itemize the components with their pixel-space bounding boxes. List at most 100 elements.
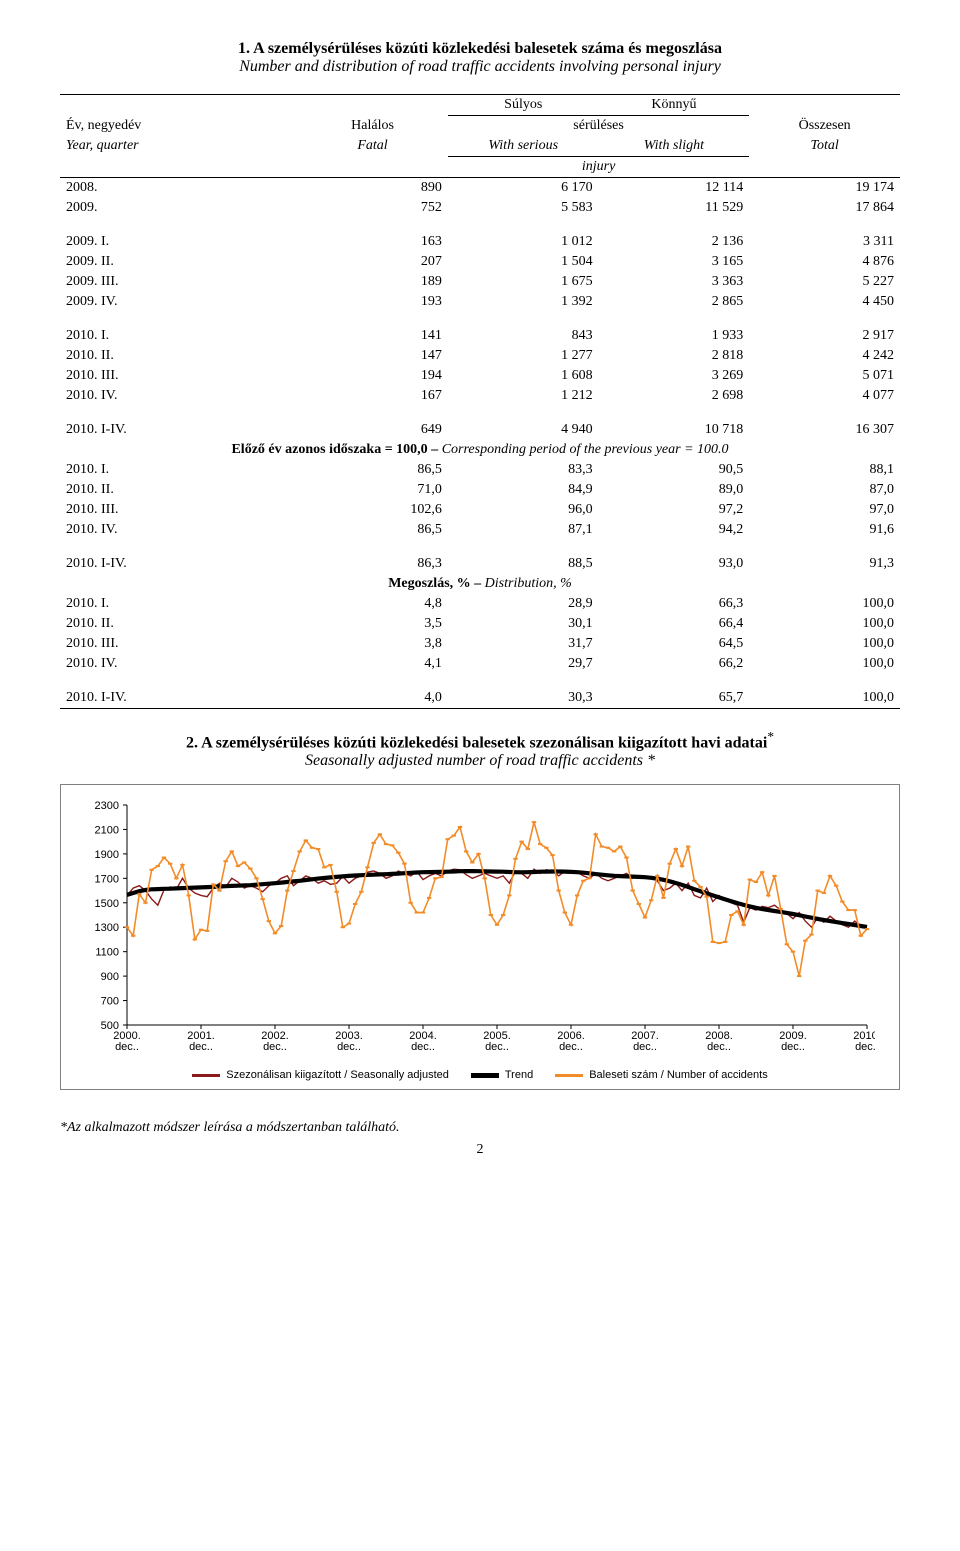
cell-value: 1 277: [448, 346, 599, 366]
cell-value: 94,2: [599, 520, 750, 540]
cell-value: 64,5: [599, 634, 750, 654]
cell-value: 3 363: [599, 272, 750, 292]
cell-value: 87,0: [749, 480, 900, 500]
svg-text:dec..: dec..: [189, 1041, 213, 1053]
title-2: 2. A személysérüléses közúti közlekedési…: [60, 729, 900, 770]
table-row: 2009. IV.1931 3922 8654 450: [60, 292, 900, 312]
cell-value: 66,3: [599, 594, 750, 614]
cell-value: 4,8: [297, 594, 448, 614]
cell-value: 100,0: [749, 614, 900, 634]
cell-value: 65,7: [599, 688, 750, 709]
cell-value: 100,0: [749, 688, 900, 709]
row-label: 2009.: [60, 198, 297, 218]
cell-value: 91,3: [749, 554, 900, 574]
chart-container: 5007009001100130015001700190021002300200…: [60, 784, 900, 1090]
cell-value: 96,0: [448, 500, 599, 520]
cell-value: 89,0: [599, 480, 750, 500]
row-label: 2010. I.: [60, 460, 297, 480]
row-label: 2009. IV.: [60, 292, 297, 312]
page-number: 2: [60, 1142, 900, 1158]
table-row: 2010. III.102,696,097,297,0: [60, 500, 900, 520]
table-row: 2010. IV.4,129,766,2100,0: [60, 654, 900, 674]
cell-value: 10 718: [599, 420, 750, 440]
hdr-konnyu: Könnyű: [599, 95, 750, 116]
title-2-main: 2. A személysérüléses közúti közlekedési…: [186, 734, 767, 751]
cell-value: 1 675: [448, 272, 599, 292]
title-1-sub: Number and distribution of road traffic …: [60, 58, 900, 76]
cell-value: 193: [297, 292, 448, 312]
cell-value: 194: [297, 366, 448, 386]
hdr-injury: injury: [448, 157, 749, 178]
svg-text:dec..: dec..: [263, 1041, 287, 1053]
cell-value: 147: [297, 346, 448, 366]
hdr-ev: Év, negyedév: [60, 116, 297, 137]
legend-item: Trend: [471, 1069, 533, 1081]
accidents-table: Súlyos Könnyű Év, negyedév Halálos sérül…: [60, 94, 900, 709]
cell-value: 1 933: [599, 326, 750, 346]
table-row: 2010. IV.86,587,194,291,6: [60, 520, 900, 540]
table-row: 2010. I.86,583,390,588,1: [60, 460, 900, 480]
cell-value: 6 170: [448, 178, 599, 199]
cell-value: 5 071: [749, 366, 900, 386]
cell-value: 17 864: [749, 198, 900, 218]
cell-value: 4,1: [297, 654, 448, 674]
svg-text:2300: 2300: [95, 800, 119, 812]
cell-value: 100,0: [749, 634, 900, 654]
cell-value: 163: [297, 232, 448, 252]
hdr-year: Year, quarter: [60, 136, 297, 157]
cell-value: 1 212: [448, 386, 599, 406]
row-label: 2010. III.: [60, 500, 297, 520]
cell-value: 2 818: [599, 346, 750, 366]
table-row: 2010. I-IV.4,030,365,7100,0: [60, 688, 900, 709]
cell-value: 4 876: [749, 252, 900, 272]
svg-text:1100: 1100: [95, 947, 119, 959]
title-1: 1. A személysérüléses közúti közlekedési…: [60, 40, 900, 76]
svg-text:dec..: dec..: [781, 1041, 805, 1053]
row-label: 2010. II.: [60, 614, 297, 634]
table-row: 2010. III.1941 6083 2695 071: [60, 366, 900, 386]
cell-value: 100,0: [749, 594, 900, 614]
cell-value: 167: [297, 386, 448, 406]
cell-value: 30,3: [448, 688, 599, 709]
svg-text:dec..: dec..: [707, 1041, 731, 1053]
cell-value: 30,1: [448, 614, 599, 634]
svg-text:dec..: dec..: [337, 1041, 361, 1053]
cell-value: 1 608: [448, 366, 599, 386]
svg-text:700: 700: [101, 996, 119, 1008]
hdr-halalos: Halálos: [297, 116, 448, 137]
cell-value: 66,2: [599, 654, 750, 674]
cell-value: 102,6: [297, 500, 448, 520]
hdr-osszesen: Összesen: [749, 116, 900, 137]
cell-value: 86,5: [297, 460, 448, 480]
cell-value: 2 136: [599, 232, 750, 252]
legend-item: Szezonálisan kiigazított / Seasonally ad…: [192, 1069, 449, 1081]
row-label: 2010. IV.: [60, 654, 297, 674]
cell-value: 3 165: [599, 252, 750, 272]
cell-value: 28,9: [448, 594, 599, 614]
hdr-total: Total: [749, 136, 900, 157]
svg-text:1700: 1700: [95, 874, 119, 886]
table-row: 2010. II.1471 2772 8184 242: [60, 346, 900, 366]
cell-value: 189: [297, 272, 448, 292]
legend-item: Baleseti szám / Number of accidents: [555, 1069, 768, 1081]
cell-value: 19 174: [749, 178, 900, 199]
table-row: 2009.7525 58311 52917 864: [60, 198, 900, 218]
table-header: Súlyos Könnyű Év, negyedév Halálos sérül…: [60, 95, 900, 178]
cell-value: 84,9: [448, 480, 599, 500]
cell-value: 3,5: [297, 614, 448, 634]
cell-value: 207: [297, 252, 448, 272]
cell-value: 4 242: [749, 346, 900, 366]
svg-text:1300: 1300: [95, 923, 119, 935]
row-label: 2008.: [60, 178, 297, 199]
table-row: 2009. II.2071 5043 1654 876: [60, 252, 900, 272]
cell-value: 97,0: [749, 500, 900, 520]
row-label: 2010. III.: [60, 366, 297, 386]
cell-value: 88,1: [749, 460, 900, 480]
cell-value: 88,5: [448, 554, 599, 574]
cell-value: 86,5: [297, 520, 448, 540]
svg-text:dec..: dec..: [485, 1041, 509, 1053]
cell-value: 66,4: [599, 614, 750, 634]
cell-value: 90,5: [599, 460, 750, 480]
footnote: *Az alkalmazott módszer leírása a módsze…: [60, 1120, 900, 1136]
table-row: 2010. II.71,084,989,087,0: [60, 480, 900, 500]
